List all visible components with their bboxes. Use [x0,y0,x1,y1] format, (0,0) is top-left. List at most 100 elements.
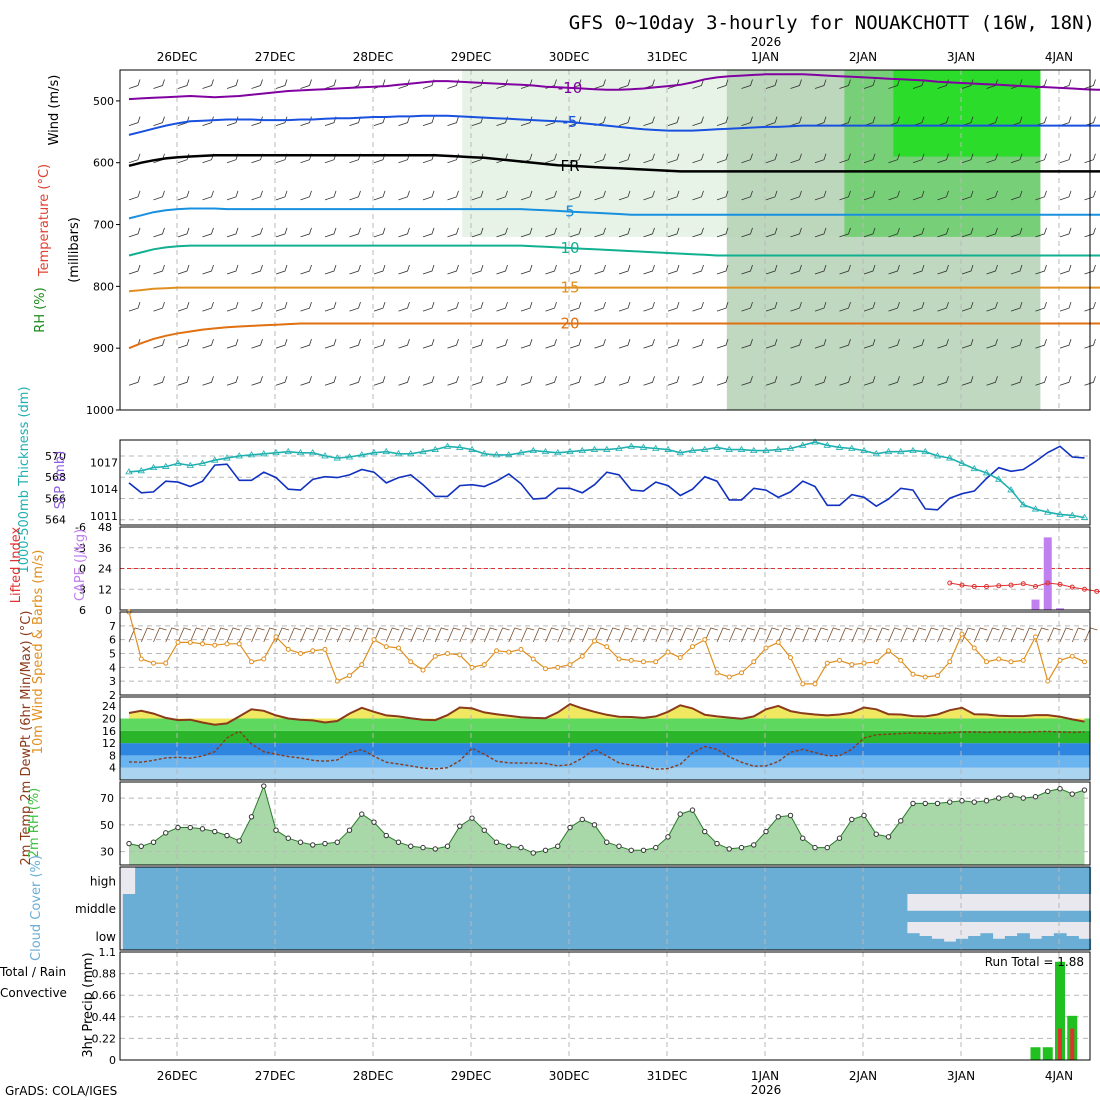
cloud-bar-high [355,867,369,894]
ylabel-rh: RH (%) [33,287,48,332]
temp-tick: 4 [109,762,116,775]
wind-barb [447,301,459,312]
cloud-bar-high [147,867,161,894]
wind10-marker [984,659,989,665]
wind-barb [790,153,802,164]
wind-barb [202,376,214,386]
wind10-marker [236,641,242,647]
thickness-marker [333,454,341,461]
year-label-bottom: 2026 [751,1083,782,1097]
surface-wind-barb [324,627,339,643]
cloud-bar-low [894,922,908,950]
cloud-bar-low [588,922,602,950]
thickness-marker [443,442,452,449]
rh2m-marker [567,824,573,831]
wind10-marker [1008,659,1014,665]
cloud-bar-middle [331,894,344,922]
cloud-bar-middle [661,894,675,922]
surface-wind-barb [888,627,902,643]
rh2m-marker [898,818,904,824]
cloud-bar-middle [380,894,393,922]
cloud-bar-high [784,867,798,894]
wind-barb [1059,376,1072,386]
wind-barb [202,190,214,201]
cloud-bar-low [208,922,222,950]
wind-barb [716,116,729,127]
slp-line [128,445,1085,511]
rh2m-marker [457,823,463,829]
rh2m-marker [591,822,598,828]
wind-barb [765,301,778,312]
wind-tick: 6 [109,634,116,647]
cloud-bar-high [600,867,614,894]
thickness-marker [688,446,697,454]
bottom-date-label: 31DEC [647,1069,687,1083]
cloud-bar-low [723,922,736,950]
bottom-date-label: 4JAN [1045,1069,1073,1083]
isotherm-label: 5 [565,203,575,221]
wind-barb [692,376,704,386]
surface-wind-barb [630,627,645,643]
cloud-bar-high [502,867,516,894]
temp-band [120,767,1090,780]
rh2m-marker [248,814,255,820]
wind-barb [765,227,778,238]
cloud-bar-low [184,922,197,950]
cloud-bar-low [478,922,491,950]
thickness-marker [921,447,929,455]
wind-barb [226,301,239,312]
rh2m-marker [322,840,328,847]
wind-barb [422,116,435,127]
cloud-bar-middle [539,894,553,922]
thickness-marker [419,447,427,455]
wind-barb [961,79,974,89]
surface-wind-barb [398,627,412,643]
thickness-marker [664,445,672,452]
cloud-bar-low [294,922,308,950]
cloud-bar-high [943,867,957,894]
cloud-bar-high [1004,867,1018,894]
wind-barb [912,153,925,164]
wind-barb [202,301,214,312]
surface-wind-barb [128,627,143,643]
surface-wind-barb [545,627,559,643]
wind-barb [814,190,827,201]
cloud-bar-low [1078,938,1092,950]
grads-credit: GrADS: COLA/IGES [5,1084,117,1098]
thickness-marker [186,461,194,468]
cloud-bar-high [637,867,651,894]
cloud-bar-middle [514,894,528,922]
legend-convective: Convective [0,986,67,1000]
wind-barb [520,339,533,349]
wind10-marker [592,638,597,644]
cloud-bar-low [943,941,957,950]
wind10-marker [322,646,328,652]
rh2m-marker [616,843,622,849]
wind-barb [177,339,190,349]
surface-wind-barb [692,627,706,643]
rh2m-marker [885,834,892,840]
wind-barb [177,376,190,386]
wind-barb [398,301,410,312]
wind-tick: 3 [109,675,116,688]
wind-barb [300,227,312,238]
cloud-bar-middle [772,894,785,922]
wind-barb [961,153,974,164]
isotherm-label: -5 [563,113,578,131]
rh2m-marker [824,844,830,851]
thickness-marker [995,475,1003,482]
wind-barb [447,190,459,201]
cloud-bar-high [759,867,773,894]
wind-barb [202,79,214,89]
precip-total-bar [1055,961,1065,1060]
wind-barb [153,227,165,238]
precip-total-bar [1030,1047,1041,1060]
top-date-label: 2JAN [849,50,877,64]
wind-barb [986,339,998,349]
thickness-marker [517,448,525,456]
wind-barb [765,339,778,349]
wind-barb [961,376,974,386]
wind-barb [251,301,263,312]
cloud-bar-middle [1004,910,1018,922]
cloud-bar-middle [367,894,381,922]
